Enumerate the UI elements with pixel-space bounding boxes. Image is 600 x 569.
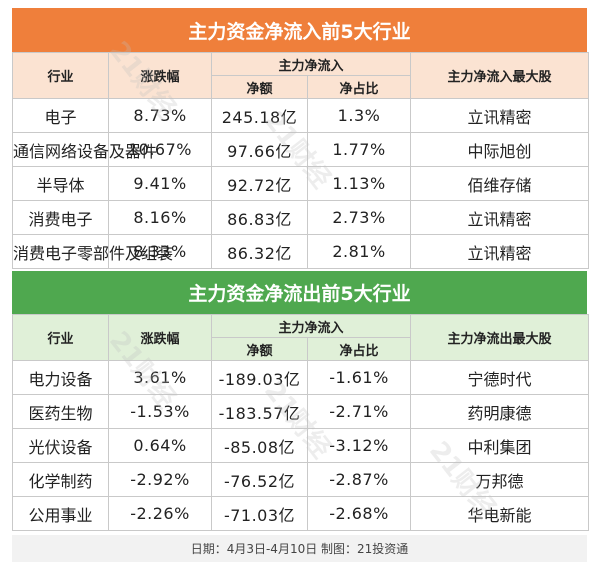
table-row: 医药生物 -1.53% -183.57亿 -2.71% 药明康德: [12, 394, 590, 429]
net-ratio-cell: -2.71%: [306, 394, 412, 429]
top-stock-cell: 立讯精密: [410, 98, 590, 133]
table-row: 半导体 9.41% 92.72亿 1.13% 佰维存储: [12, 166, 590, 201]
table-row: 消费电子 8.16% 86.83亿 2.73% 立讯精密: [12, 200, 590, 235]
change-cell: 0.64%: [108, 428, 212, 463]
change-cell: -2.92%: [108, 462, 212, 497]
top-stock-cell: 立讯精密: [410, 234, 590, 269]
top-stock-cell: 中利集团: [410, 428, 590, 463]
header-main-flow: 主力净流入: [210, 314, 412, 338]
header-change: 涨跌幅: [108, 314, 212, 361]
net-amount-cell: -183.57亿: [211, 394, 308, 429]
net-ratio-cell: 2.73%: [306, 200, 412, 235]
net-ratio-cell: 2.81%: [306, 234, 412, 269]
net-ratio-cell: -3.12%: [306, 428, 412, 463]
table-row: 化学制药 -2.92% -76.52亿 -2.87% 万邦德: [12, 462, 590, 497]
industry-cell: 消费电子零部件及组装: [12, 234, 173, 269]
table-row: 电子 8.73% 245.18亿 1.3% 立讯精密: [12, 98, 590, 133]
change-cell: 3.61%: [108, 360, 212, 395]
change-cell: 10.67%: [108, 132, 212, 167]
header-top-stock: 主力净流入最大股: [410, 52, 590, 99]
net-ratio-cell: -1.61%: [306, 360, 412, 395]
net-ratio-cell: -2.87%: [306, 462, 412, 497]
change-cell: 9.41%: [108, 166, 212, 201]
net-amount-cell: 97.66亿: [211, 132, 308, 167]
table-row: 消费电子零部件及组装 8.33% 86.32亿 2.81% 立讯精密: [12, 234, 590, 269]
header-main-flow: 主力净流入: [210, 52, 412, 76]
top-stock-cell: 中际旭创: [410, 132, 590, 167]
header-net-ratio: 净占比: [306, 337, 412, 361]
top-stock-cell: 药明康德: [410, 394, 590, 429]
top-stock-cell: 万邦德: [410, 462, 590, 497]
change-cell: 8.33%: [108, 234, 212, 269]
net-amount-cell: 86.32亿: [211, 234, 308, 269]
industry-cell: 医药生物: [12, 394, 109, 429]
header-top-stock: 主力净流出最大股: [410, 314, 590, 361]
net-ratio-cell: 1.3%: [306, 98, 412, 133]
outflow-table: 行业 涨跌幅 主力净流入 主力净流出最大股 净额 净占比 电力设备 3.61% …: [12, 314, 590, 531]
industry-cell: 电子: [12, 98, 109, 133]
header-net-amount: 净额: [211, 337, 308, 361]
table-row: 公用事业 -2.26% -71.03亿 -2.68% 华电新能: [12, 496, 590, 531]
header-net-amount: 净额: [211, 75, 308, 99]
table-row: 电力设备 3.61% -189.03亿 -1.61% 宁德时代: [12, 360, 590, 395]
top-stock-cell: 佰维存储: [410, 166, 590, 201]
change-cell: 8.16%: [108, 200, 212, 235]
industry-cell: 公用事业: [12, 496, 109, 531]
header-industry: 行业: [12, 314, 109, 361]
industry-cell: 电力设备: [12, 360, 109, 395]
footer-caption: 日期：4月3日-4月10日 制图：21投资通: [12, 535, 587, 562]
industry-cell: 通信网络设备及器件: [12, 132, 157, 167]
net-ratio-cell: 1.13%: [306, 166, 412, 201]
net-amount-cell: 92.72亿: [211, 166, 308, 201]
net-ratio-cell: 1.77%: [306, 132, 412, 167]
net-amount-cell: -76.52亿: [211, 462, 308, 497]
net-amount-cell: 245.18亿: [211, 98, 308, 133]
change-cell: 8.73%: [108, 98, 212, 133]
net-amount-cell: -71.03亿: [211, 496, 308, 531]
header-net-ratio: 净占比: [306, 75, 412, 99]
table-row: 通信网络设备及器件 10.67% 97.66亿 1.77% 中际旭创: [12, 132, 590, 167]
net-amount-cell: -85.08亿: [211, 428, 308, 463]
top-stock-cell: 立讯精密: [410, 200, 590, 235]
net-amount-cell: -189.03亿: [211, 360, 308, 395]
industry-cell: 消费电子: [12, 200, 109, 235]
table-row: 光伏设备 0.64% -85.08亿 -3.12% 中利集团: [12, 428, 590, 463]
industry-cell: 半导体: [12, 166, 109, 201]
header-industry: 行业: [12, 52, 109, 99]
industry-cell: 光伏设备: [12, 428, 109, 463]
change-cell: -2.26%: [108, 496, 212, 531]
industry-cell: 化学制药: [12, 462, 109, 497]
top-stock-cell: 华电新能: [410, 496, 590, 531]
outflow-title: 主力资金净流出前5大行业: [12, 271, 587, 314]
header-change: 涨跌幅: [108, 52, 212, 99]
net-ratio-cell: -2.68%: [306, 496, 412, 531]
top-stock-cell: 宁德时代: [410, 360, 590, 395]
change-cell: -1.53%: [108, 394, 212, 429]
net-amount-cell: 86.83亿: [211, 200, 308, 235]
inflow-table: 行业 涨跌幅 主力净流入 主力净流入最大股 净额 净占比 电子 8.73% 24…: [12, 52, 590, 269]
inflow-title: 主力资金净流入前5大行业: [12, 8, 587, 52]
